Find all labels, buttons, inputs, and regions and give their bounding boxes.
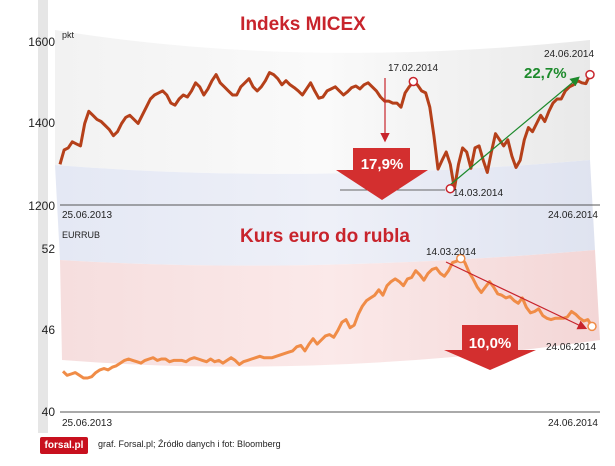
micex-point-17-02-2014 <box>408 76 419 87</box>
micex-ytick-1200: 1200 <box>28 199 55 213</box>
eurrub-unit: EURRUB <box>62 230 100 240</box>
eurrub-xlabel-start: 25.06.2013 <box>62 418 112 429</box>
micex-rise-arrow <box>449 76 580 186</box>
micex-drop-label: 17,9% <box>361 156 404 173</box>
eurrub-series-line <box>61 255 594 380</box>
micex-xlabel-start: 25.06.2013 <box>62 210 112 221</box>
micex-ytick-1600: 1600 <box>28 35 55 49</box>
micex-unit: pkt <box>62 30 75 40</box>
micex-rise-label: 22,7% <box>524 65 567 82</box>
micex-point-24-06-2014 <box>585 69 595 80</box>
micex-series-line <box>58 71 592 191</box>
micex-ytick-1400: 1400 <box>28 116 55 130</box>
micex-date-24-06-2014: 24.06.2014 <box>544 49 594 60</box>
micex-drop-arrow <box>336 148 428 200</box>
eurrub-xlabel-end: 24.06.2014 <box>548 418 598 429</box>
forsal-logo: forsal.pl <box>40 437 88 454</box>
eurrub-ytick-52: 52 <box>42 242 56 256</box>
micex-point-14-03-2014 <box>445 183 456 194</box>
micex-date-17-02-2014: 17.02.2014 <box>388 63 438 74</box>
footer: forsal.pl graf. Forsal.pl; Źródło danych… <box>0 433 615 466</box>
eurrub-fall-box <box>444 325 536 370</box>
eurrub-ytick-46: 46 <box>42 323 56 337</box>
micex-title: Indeks MICEX <box>240 14 366 35</box>
eurrub-point-14-03-2014 <box>456 253 466 264</box>
eurrub-ytick-40: 40 <box>42 405 56 419</box>
eurrub-date-14-03-2014: 14.03.2014 <box>426 247 476 258</box>
eurrub-fall-arrow <box>445 261 588 330</box>
eurrub-date-24-06-2014: 24.06.2014 <box>546 342 596 353</box>
micex-xlabel-end: 24.06.2014 <box>548 210 598 221</box>
eurrub-fall-label: 10,0% <box>469 335 512 352</box>
eurrub-point-24-06-2014 <box>587 321 597 332</box>
source-note: graf. Forsal.pl; Źródło danych i fot: Bl… <box>98 439 281 449</box>
micex-date-14-03-2014: 14.03.2014 <box>453 188 503 199</box>
eurrub-title: Kurs euro do rubla <box>240 226 410 247</box>
